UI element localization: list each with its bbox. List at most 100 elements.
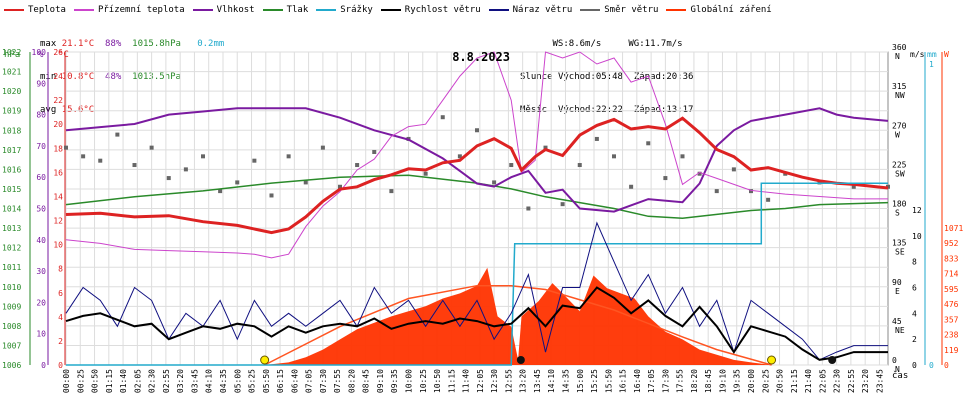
- time-tick-label: 17:05: [647, 369, 656, 393]
- hpa-tick-label: 1018: [2, 126, 21, 135]
- legend-item: Globální záření: [666, 3, 772, 17]
- time-tick-label: 05:00: [233, 369, 242, 393]
- dir-tick-name: N: [895, 365, 900, 374]
- sunset-marker: [767, 355, 777, 365]
- wind-direction-point: [98, 158, 103, 163]
- rain-line: [66, 182, 888, 366]
- w-tick-label: 1071: [944, 224, 963, 233]
- degc-tick-label: 14: [53, 192, 63, 201]
- time-tick-label: 12:55: [504, 369, 513, 393]
- degc-tick-label: 24: [53, 72, 63, 81]
- wind-direction-point: [543, 145, 548, 150]
- ms-unit: m/s: [910, 50, 925, 59]
- wind-direction-point: [355, 163, 360, 168]
- dir-tick-name: SE: [895, 248, 905, 257]
- time-tick-label: 00:00: [62, 369, 71, 393]
- time-tick-label: 03:45: [190, 369, 199, 393]
- legend-item: Náraz větru: [488, 3, 572, 17]
- time-tick-label: 20:25: [761, 369, 770, 393]
- legend-label: Směr větru: [604, 5, 659, 15]
- dir-tick-deg: 180: [892, 200, 907, 209]
- time-axis-label: čas: [892, 370, 908, 381]
- wind-direction-point: [201, 154, 205, 159]
- ms-tick-label: 2: [912, 335, 917, 344]
- time-tick-label: 16:15: [619, 369, 628, 393]
- pct-tick-label: 10: [36, 330, 46, 339]
- legend-swatch: [488, 9, 509, 11]
- hpa-tick-label: 1011: [2, 263, 21, 272]
- dir-tick-deg: 135: [892, 239, 907, 248]
- pct-tick-label: 20: [36, 298, 46, 307]
- max-label: max: [40, 39, 57, 49]
- time-tick-label: 21:40: [804, 369, 813, 393]
- dir-tick-deg: 270: [892, 121, 907, 130]
- wind-direction-point: [286, 154, 291, 159]
- dir-tick-name: NE: [895, 326, 905, 335]
- time-tick-label: 08:45: [362, 369, 371, 393]
- time-tick-label: 17:55: [676, 369, 685, 393]
- legend-label: Rychlost větru: [404, 5, 481, 15]
- hpa-tick-label: 1015: [2, 185, 21, 194]
- time-tick-label: 23:20: [861, 369, 870, 393]
- w-tick-label: 714: [944, 270, 959, 279]
- max-temp: 21.1°C: [61, 39, 95, 49]
- ms-tick-label: 4: [912, 309, 917, 318]
- degc-tick-label: 2: [58, 337, 63, 346]
- pct-tick-label: 30: [36, 267, 46, 276]
- hpa-unit: hPa: [4, 50, 20, 60]
- wind-direction-point: [149, 145, 154, 150]
- wind-direction-point: [475, 128, 479, 133]
- dir-tick-deg: 315: [892, 82, 907, 91]
- w-tick-label: 595: [944, 285, 959, 294]
- wind-direction-point: [218, 189, 223, 194]
- degc-tick-label: 26: [53, 48, 63, 57]
- dir-tick-name: NW: [895, 91, 905, 100]
- pct-tick-label: 80: [36, 111, 46, 120]
- pct-unit: %: [38, 50, 44, 60]
- wind-direction-point: [492, 180, 497, 185]
- degc-tick-label: 20: [53, 120, 63, 129]
- dir-tick-name: N: [895, 52, 900, 61]
- hpa-tick-label: 1022: [2, 48, 21, 57]
- wind-direction-point: [714, 189, 719, 194]
- legend-swatch: [192, 9, 213, 11]
- hpa-tick-label: 1010: [2, 283, 21, 292]
- moonrise: Východ:22:22: [557, 105, 623, 115]
- dir-tick-name: E: [895, 287, 900, 296]
- solar-radiation-area: [66, 267, 888, 365]
- wind-direction-point: [851, 184, 856, 189]
- hpa-tick-label: 1014: [2, 205, 21, 214]
- min-pressure: 1013.5hPa: [132, 72, 181, 82]
- time-tick-label: 07:30: [319, 369, 328, 393]
- mm-tick-label: 0: [929, 361, 934, 370]
- time-tick-label: 14:35: [561, 369, 570, 393]
- legend-swatch: [316, 9, 337, 11]
- mm-tick-label: 1: [929, 60, 934, 69]
- legend-swatch: [4, 9, 24, 11]
- sun-label: Slunce: [520, 72, 553, 82]
- pct-tick-label: 40: [36, 236, 46, 245]
- wind-direction-point: [303, 180, 308, 185]
- legend-label: Srážky: [340, 5, 373, 15]
- wind-speed-line: [65, 286, 888, 361]
- time-tick-label: 19:10: [718, 369, 727, 393]
- w-tick-label: 0: [944, 361, 949, 370]
- wind-direction-point: [132, 163, 137, 168]
- hpa-tick-label: 1021: [2, 68, 21, 77]
- wind-direction-point: [115, 132, 120, 137]
- wind-direction-point: [423, 171, 428, 176]
- pressure-line: [65, 174, 889, 220]
- wind-direction-point: [612, 154, 616, 159]
- wind-direction-point: [183, 167, 188, 172]
- legend-item: Srážky: [316, 3, 373, 17]
- time-tick-label: 13:45: [533, 369, 542, 393]
- time-tick-label: 18:20: [690, 369, 699, 393]
- wind-direction-point: [629, 184, 634, 189]
- degc-tick-label: 8: [58, 265, 63, 274]
- moonset: Západ:13:17: [633, 105, 694, 115]
- legend-label: Tlak: [286, 5, 309, 15]
- min-temp: 10.8°C: [61, 72, 95, 82]
- legend-label: Globální záření: [690, 5, 772, 15]
- time-tick-label: 05:25: [248, 369, 257, 393]
- legend-item: Vlhkost: [192, 3, 255, 17]
